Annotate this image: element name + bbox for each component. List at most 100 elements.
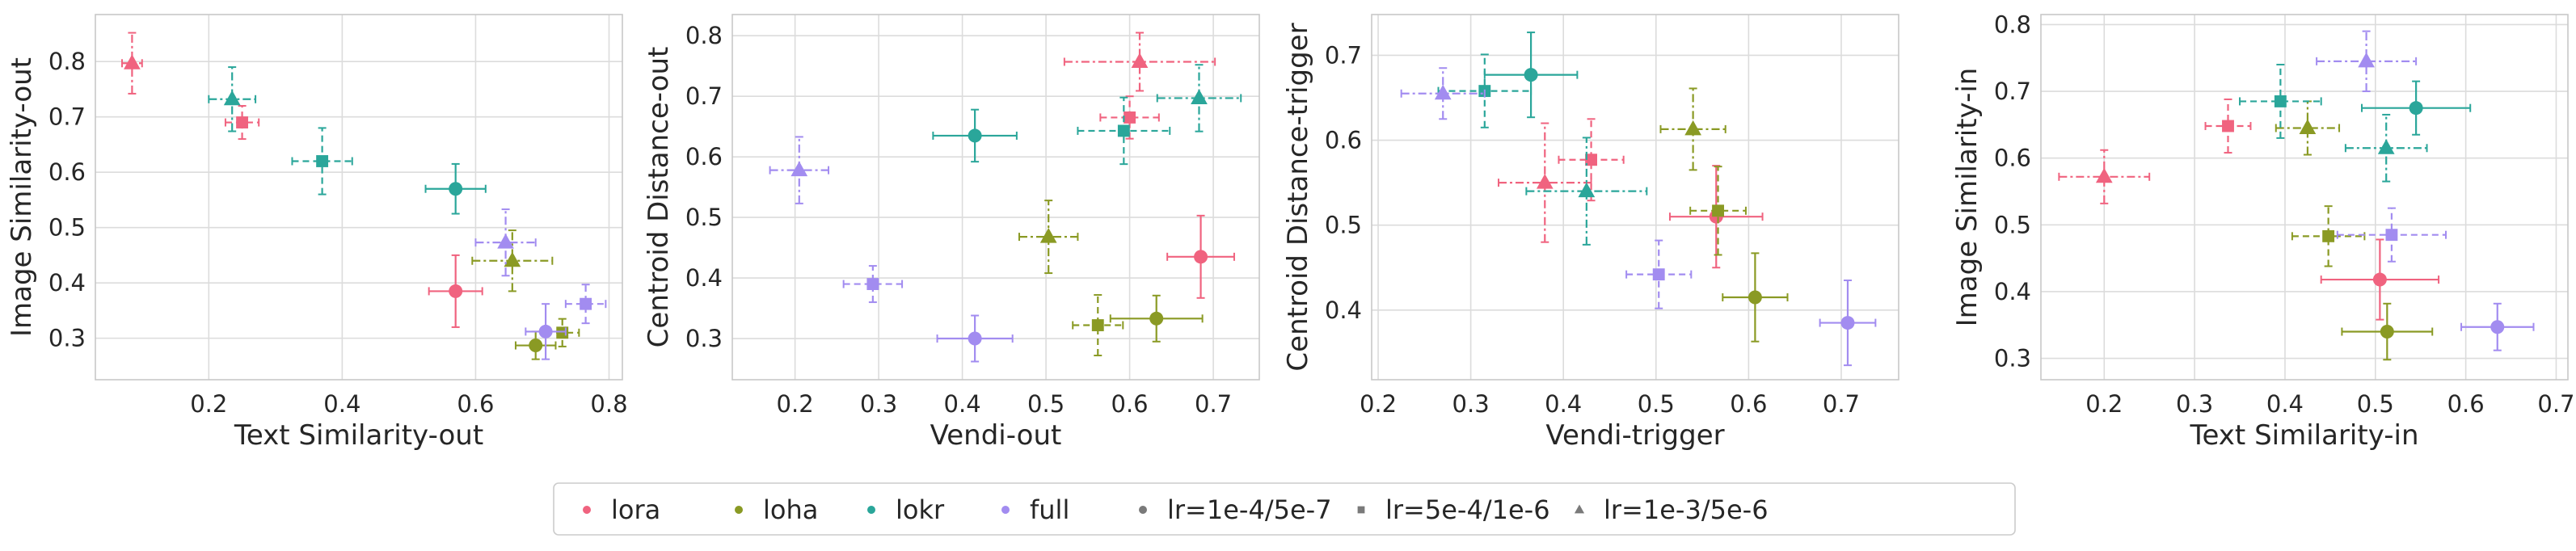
data-point-lokr xyxy=(291,127,353,196)
data-point-lora xyxy=(428,254,483,328)
data-point-lokr xyxy=(2344,113,2428,183)
legend-item-lora: lora xyxy=(583,494,660,525)
y-tick-label: 0.5 xyxy=(1325,212,1362,239)
data-point-loha xyxy=(1109,294,1204,343)
data-marker xyxy=(2358,52,2375,68)
plot-frame xyxy=(1371,14,1899,381)
data-marker xyxy=(2377,139,2395,154)
data-marker xyxy=(1124,111,1136,124)
x-tick-label: 0.5 xyxy=(2357,390,2394,418)
data-point-lokr xyxy=(2361,80,2472,136)
data-point-full xyxy=(2316,30,2418,93)
data-point-full xyxy=(2336,207,2447,263)
data-marker xyxy=(1684,120,1701,136)
y-tick-label: 0.7 xyxy=(48,103,86,131)
x-tick-label: 0.4 xyxy=(944,390,981,418)
data-point-lokr xyxy=(1483,32,1579,119)
y-tick-label: 0.6 xyxy=(685,143,723,170)
data-point-lora xyxy=(1558,118,1625,202)
x-tick-label: 0.5 xyxy=(1638,390,1675,418)
data-marker xyxy=(2222,120,2234,132)
data-marker xyxy=(791,161,808,177)
data-point-loha xyxy=(1018,200,1079,275)
x-tick-label: 0.4 xyxy=(2266,390,2304,418)
data-marker xyxy=(1840,316,1855,330)
data-marker xyxy=(497,233,514,249)
x-axis-label: Text Similarity-out xyxy=(234,419,483,452)
data-marker xyxy=(1652,268,1665,281)
legend-marker xyxy=(1357,506,1365,514)
data-point-loha xyxy=(1722,252,1789,343)
data-point-lora xyxy=(1099,95,1160,140)
legend-label: loha xyxy=(763,494,818,525)
x-tick-label: 0.8 xyxy=(590,390,627,418)
data-marker xyxy=(2409,101,2423,116)
x-tick-label: 0.4 xyxy=(1545,390,1582,418)
x-tick-label: 0.5 xyxy=(1027,390,1065,418)
data-marker xyxy=(1585,154,1598,166)
plot-frame xyxy=(2040,14,2569,381)
legend-label: lora xyxy=(611,494,660,525)
y-tick-label: 0.7 xyxy=(1994,78,2031,105)
data-point-full xyxy=(842,265,904,304)
data-point-loha xyxy=(2291,205,2366,267)
data-point-full xyxy=(2460,302,2535,351)
data-point-lokr xyxy=(932,108,1018,163)
data-marker xyxy=(2274,95,2287,107)
legend-label: lr=1e-4/5e-7 xyxy=(1167,494,1332,525)
data-marker xyxy=(1748,290,1762,305)
legend-item-lr-1e-4-5e-7: lr=1e-4/5e-7 xyxy=(1139,494,1332,525)
y-tick-label: 0.3 xyxy=(1994,345,2031,372)
data-point-full xyxy=(1625,239,1693,309)
data-point-lokr xyxy=(1525,137,1648,246)
data-marker xyxy=(1578,182,1596,198)
x-tick-label: 0.7 xyxy=(1195,390,1232,418)
data-point-loha xyxy=(514,330,557,360)
data-marker xyxy=(968,128,982,143)
data-marker xyxy=(1194,250,1208,264)
data-marker xyxy=(449,284,463,298)
data-marker xyxy=(1117,124,1130,137)
legend-box xyxy=(553,482,2016,536)
data-marker xyxy=(1191,89,1208,104)
x-tick-label: 0.6 xyxy=(1111,390,1149,418)
x-tick-label: 0.6 xyxy=(2447,390,2485,418)
data-marker xyxy=(2322,229,2335,242)
data-marker xyxy=(1712,204,1724,217)
data-point-lokr xyxy=(208,66,257,132)
legend-label: lr=1e-3/5e-6 xyxy=(1604,494,1769,525)
data-point-lora xyxy=(121,32,143,95)
chart-panel-4: 0.2 0.3 0.4 0.5 0.6 0.7 0.3 0.4 0.5 0.6 0.7 0.8 Text… xyxy=(1951,11,2575,452)
x-tick-label: 0.2 xyxy=(2085,390,2123,418)
legend-item-lr-1e-3-5e-6: lr=1e-3/5e-6 xyxy=(1574,494,1769,525)
y-tick-label: 0.5 xyxy=(1994,211,2031,238)
data-point-full xyxy=(474,208,537,277)
x-axis-label: Text Similarity-in xyxy=(2190,419,2419,452)
data-marker xyxy=(504,251,521,267)
data-marker xyxy=(449,182,463,196)
data-marker xyxy=(1524,68,1538,82)
x-tick-label: 0.6 xyxy=(457,390,494,418)
y-tick-label: 0.4 xyxy=(1994,278,2031,305)
legend-marker xyxy=(1139,506,1147,514)
data-point-lokr xyxy=(424,162,487,215)
data-marker xyxy=(2380,325,2394,339)
x-tick-label: 0.3 xyxy=(860,390,897,418)
data-point-full xyxy=(1819,280,1877,367)
x-tick-label: 0.3 xyxy=(2176,390,2213,418)
data-point-full xyxy=(769,136,830,204)
data-marker xyxy=(2385,229,2398,242)
data-marker xyxy=(1091,319,1104,331)
data-marker xyxy=(2095,167,2113,183)
y-tick-label: 0.7 xyxy=(685,82,723,110)
y-tick-label: 0.3 xyxy=(685,325,723,352)
legend-item-lr-5e-4-1e-6: lr=5e-4/1e-6 xyxy=(1357,494,1550,525)
plot-frame xyxy=(731,14,1260,381)
legend-marker xyxy=(867,506,875,514)
y-tick-label: 0.8 xyxy=(685,22,723,49)
data-marker xyxy=(2490,320,2505,334)
y-tick-label: 0.6 xyxy=(1994,145,2031,172)
legend-marker xyxy=(735,506,743,514)
y-axis-label: Centroid Distance-out xyxy=(643,47,675,348)
